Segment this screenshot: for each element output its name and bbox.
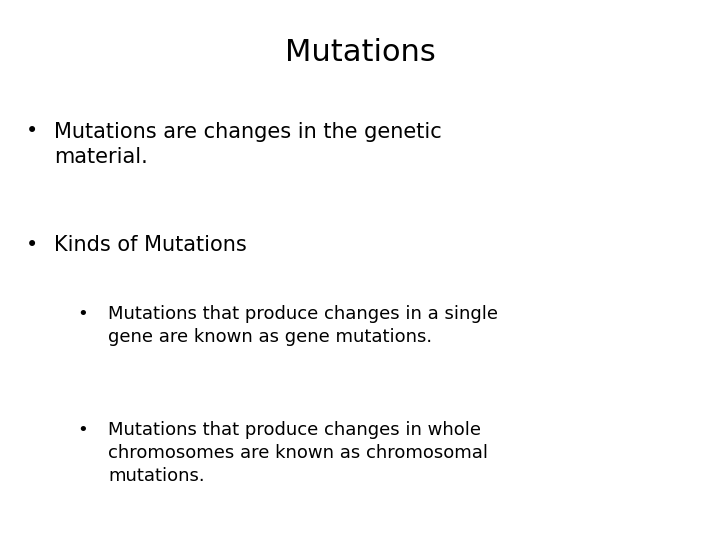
Text: •: • — [78, 421, 88, 439]
Text: Mutations are changes in the genetic
material.: Mutations are changes in the genetic mat… — [54, 122, 442, 167]
Text: Kinds of Mutations: Kinds of Mutations — [54, 235, 247, 255]
Text: Mutations that produce changes in a single
gene are known as gene mutations.: Mutations that produce changes in a sing… — [108, 305, 498, 346]
Text: Mutations that produce changes in whole
chromosomes are known as chromosomal
mut: Mutations that produce changes in whole … — [108, 421, 488, 485]
Text: Mutations: Mutations — [284, 38, 436, 67]
Text: •: • — [26, 235, 39, 255]
Text: •: • — [26, 122, 39, 141]
Text: •: • — [78, 305, 88, 323]
